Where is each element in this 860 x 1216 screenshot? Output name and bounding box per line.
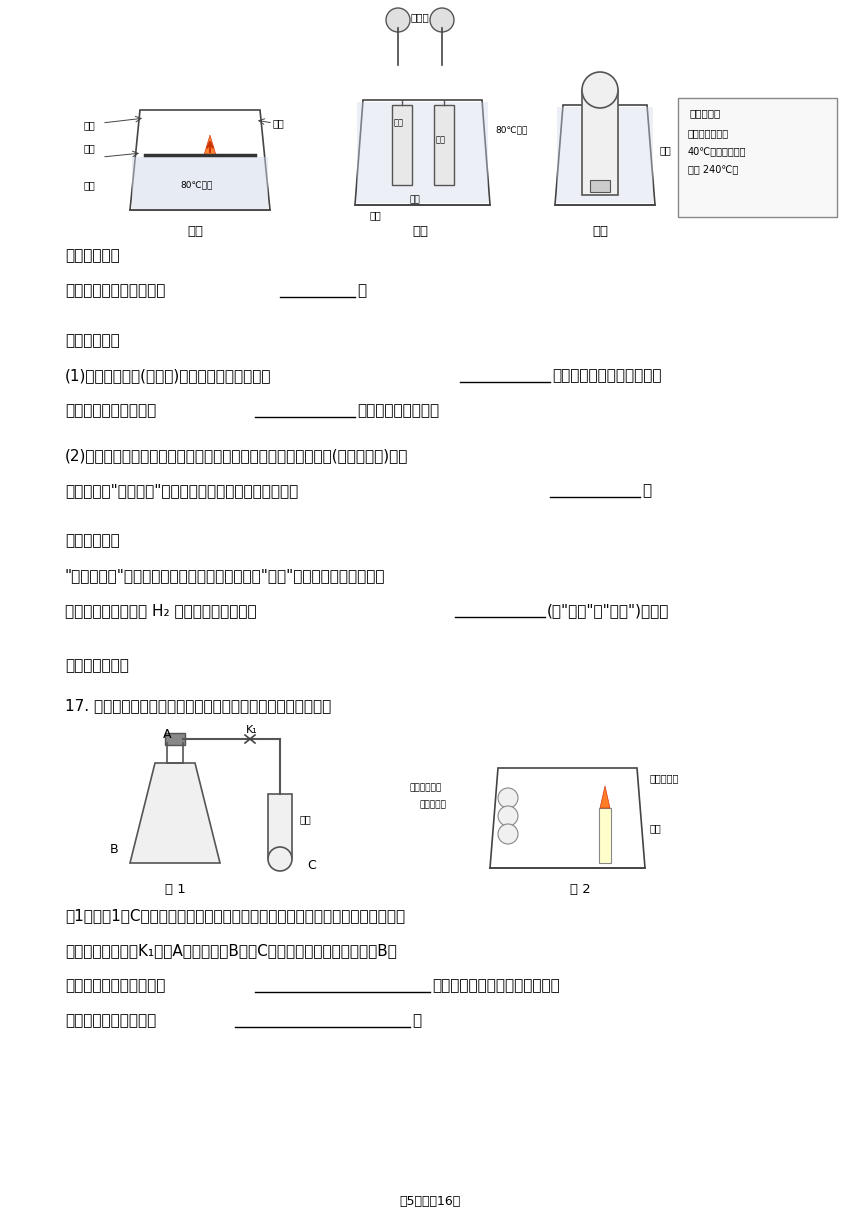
Bar [582, 90, 618, 195]
Text: 图三: 图三 [592, 225, 608, 238]
Text: 可燃物燃烧的必备条件是: 可燃物燃烧的必备条件是 [65, 283, 165, 298]
Text: 查阅资料：: 查阅资料： [690, 108, 722, 118]
Polygon shape [600, 786, 610, 807]
Text: 。: 。 [412, 1013, 421, 1028]
Text: B: B [109, 843, 118, 856]
FancyBboxPatch shape [678, 98, 837, 216]
Text: 棉花: 棉花 [650, 823, 661, 833]
Text: 白磷: 白磷 [83, 120, 95, 130]
Text: 燃着的蜡烛: 燃着的蜡烛 [650, 773, 679, 783]
Circle shape [498, 824, 518, 844]
Text: C: C [307, 858, 316, 872]
Text: 第5页，全16页: 第5页，全16页 [399, 1195, 461, 1207]
Text: ；: ； [357, 283, 366, 298]
Circle shape [430, 9, 454, 32]
Bar [590, 180, 610, 192]
Text: 气球: 气球 [300, 814, 311, 824]
Text: 【知识回忆】: 【知识回忆】 [65, 248, 120, 263]
Bar [434, 105, 454, 185]
Bar [357, 102, 488, 203]
Bar [392, 105, 412, 185]
Text: 四、实验探究题: 四、实验探究题 [65, 658, 129, 672]
Text: 白磷: 白磷 [660, 145, 672, 154]
Text: 果观察到了"水火相容"的奇观，则大试管所装气体可能是: 果观察到了"水火相容"的奇观，则大试管所装气体可能是 [65, 483, 298, 499]
Text: 白磷的着火点是: 白磷的着火点是 [688, 128, 729, 137]
Circle shape [582, 72, 618, 108]
Text: 图二: 图二 [412, 225, 428, 238]
Text: 后才能对试管加热；: 后才能对试管加热； [357, 402, 439, 418]
Text: 铜片: 铜片 [83, 143, 95, 153]
Text: A: A [163, 728, 171, 741]
Text: 图 2: 图 2 [569, 883, 590, 896]
Circle shape [498, 806, 518, 826]
Text: 燃烧的一个条件，它是: 燃烧的一个条件，它是 [65, 1013, 157, 1028]
Bar [132, 157, 268, 210]
Text: 图 1: 图 1 [164, 883, 186, 896]
Text: 白磷不燃烧。打开K₁，将A中溶液滴入B中，C中有气泡冒出，白磷燃烧。B中: 白磷不燃烧。打开K₁，将A中溶液滴入B中，C中有气泡冒出，白磷燃烧。B中 [65, 942, 396, 958]
Text: 图一: 图一 [187, 225, 203, 238]
Bar [557, 107, 653, 203]
Text: 17. 下面是两个探究可燃物燃烧条件的实验，请回答相关问题。: 17. 下面是两个探究可燃物燃烧条件的实验，请回答相关问题。 [65, 698, 331, 713]
Text: 点是 240℃。: 点是 240℃。 [688, 164, 738, 174]
Circle shape [386, 9, 410, 32]
Text: 80℃热水: 80℃热水 [180, 180, 212, 188]
Text: K₁: K₁ [246, 725, 258, 734]
Polygon shape [204, 135, 216, 154]
Text: 【交流讨论】: 【交流讨论】 [65, 333, 120, 348]
Text: 红磷: 红磷 [273, 118, 285, 128]
Text: （1）如图1向C中加入少量白磷，再加入热水，塞好胶塞，使导管口浸入热水中，: （1）如图1向C中加入少量白磷，再加入热水，塞好胶塞，使导管口浸入热水中， [65, 908, 405, 923]
Text: 80℃热水: 80℃热水 [495, 125, 527, 134]
Text: 火，因为钾遇水生成 H₂ 和一种碱，该反应是: 火，因为钾遇水生成 H₂ 和一种碱，该反应是 [65, 603, 256, 618]
Text: 粉末的棉花: 粉末的棉花 [420, 800, 447, 809]
Text: (填"吸热"或"放热")反应。: (填"吸热"或"放热")反应。 [547, 603, 669, 618]
Text: 稀有过氧化钠: 稀有过氧化钠 [410, 783, 442, 792]
Text: 红磷: 红磷 [410, 195, 421, 204]
Text: 可将试管从水中取出并: 可将试管从水中取出并 [65, 402, 157, 418]
Text: 。欲使图二中的红磷着火，: 。欲使图二中的红磷着火， [552, 368, 661, 383]
Bar [599, 807, 611, 863]
Text: 红磷: 红磷 [394, 118, 404, 126]
Bar [268, 794, 292, 858]
Text: (2)将装有某气体的大试管口朝下垂直插入水中，使试管罩住白磷(如图三所示)，结: (2)将装有某气体的大试管口朝下垂直插入水中，使试管罩住白磷(如图三所示)，结 [65, 447, 408, 463]
Bar [165, 733, 185, 745]
Text: 白磷: 白磷 [83, 180, 95, 190]
Text: 储气球: 储气球 [410, 12, 429, 22]
Text: ；: ； [642, 483, 651, 499]
Text: 40℃，红磷的着火: 40℃，红磷的着火 [688, 146, 746, 156]
Circle shape [268, 848, 292, 871]
Text: (1)改进后的装置(如图二)与图一相比，其优点是: (1)改进后的装置(如图二)与图一相比，其优点是 [65, 368, 272, 383]
Text: 白磷: 白磷 [370, 210, 382, 220]
Text: 。此实验运用对比的方法研究了: 。此实验运用对比的方法研究了 [432, 978, 560, 993]
Text: "水火不相容"是指水能灭火，其实水有时也可以"生火"，比如钾遇水会立刻着: "水火不相容"是指水能灭火，其实水有时也可以"生火"，比如钾遇水会立刻着 [65, 568, 385, 582]
Polygon shape [130, 762, 220, 863]
Text: 发生反应的化学方程式为: 发生反应的化学方程式为 [65, 978, 165, 993]
Text: 白磷: 白磷 [436, 135, 446, 143]
Circle shape [498, 788, 518, 807]
Text: 【综合应用】: 【综合应用】 [65, 533, 120, 548]
